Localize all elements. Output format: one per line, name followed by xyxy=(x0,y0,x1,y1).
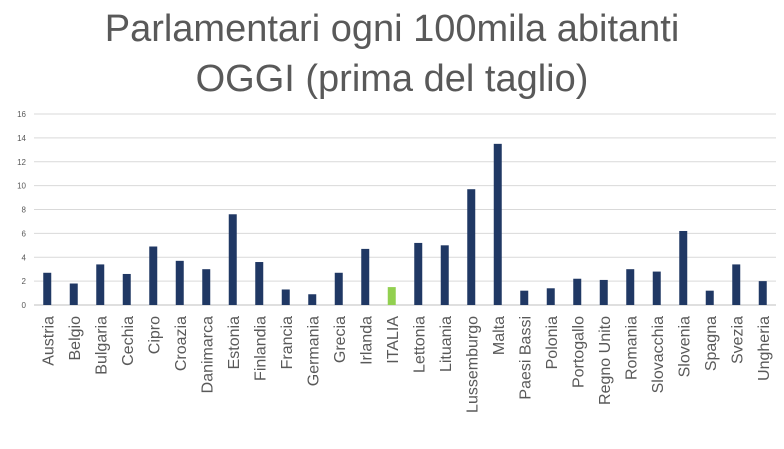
bars xyxy=(43,143,767,305)
bar xyxy=(732,264,741,305)
x-tick-label: Romania xyxy=(623,316,640,380)
x-tick-label: Bulgaria xyxy=(93,316,110,375)
bar xyxy=(281,289,290,305)
bar xyxy=(69,283,78,305)
chart-title: Parlamentari ogni 100mila abitanti OGGI … xyxy=(0,4,784,104)
y-tick-label: 14 xyxy=(17,134,26,143)
bar xyxy=(705,290,714,305)
x-tick-label: Spagna xyxy=(703,316,720,371)
bar xyxy=(202,269,211,305)
bar xyxy=(626,269,635,305)
chart-subtitle: OGGI (prima del taglio) xyxy=(195,58,589,100)
x-tick-label: Croazia xyxy=(173,316,190,371)
y-tick-label: 4 xyxy=(22,253,27,262)
x-tick-label: Lussemburgo xyxy=(464,316,481,413)
bar xyxy=(546,288,555,305)
bar xyxy=(679,230,688,305)
x-tick-label: Ungheria xyxy=(756,316,773,381)
x-tick-label: Irlanda xyxy=(358,316,375,365)
bar xyxy=(652,271,661,305)
x-tick-label: Svezia xyxy=(729,316,746,364)
x-tick-label: Finlandia xyxy=(252,316,269,381)
y-tick-label: 12 xyxy=(17,158,26,167)
bar xyxy=(228,214,237,305)
bar xyxy=(255,262,264,305)
bar xyxy=(361,248,370,305)
y-tick-label: 6 xyxy=(22,229,27,238)
x-tick-label: Germania xyxy=(305,316,322,386)
bar xyxy=(149,246,158,305)
x-tick-label: Belgio xyxy=(67,316,84,361)
bar xyxy=(308,294,317,305)
bar xyxy=(493,143,502,305)
x-tick-label: Paesi Bassi xyxy=(517,316,534,400)
y-tick-label: 2 xyxy=(22,277,27,286)
chart-title-line1: Parlamentari ogni 100mila abitanti xyxy=(104,8,680,50)
x-tick-label: Slovacchia xyxy=(650,316,667,393)
x-tick-label: ITALIA xyxy=(385,316,402,364)
x-tick-label: Austria xyxy=(40,316,57,366)
x-tick-label: Lituania xyxy=(438,316,455,372)
grid-lines xyxy=(34,113,776,306)
x-tick-label: Francia xyxy=(279,316,296,369)
bar xyxy=(520,290,529,305)
x-tick-label: Cipro xyxy=(146,316,163,354)
bar xyxy=(599,279,608,305)
x-tick-label: Estonia xyxy=(226,316,243,369)
bar xyxy=(122,273,131,305)
bar xyxy=(387,287,396,305)
bar xyxy=(43,272,52,305)
x-tick-label: Malta xyxy=(491,316,508,355)
x-tick-label: Regno Unito xyxy=(597,316,614,405)
y-tick-label: 10 xyxy=(17,182,26,191)
x-tick-label: Portogallo xyxy=(570,316,587,388)
bar xyxy=(758,281,767,305)
x-tick-label: Lettonia xyxy=(411,316,428,373)
bar xyxy=(573,278,582,305)
x-tick-label: Danimarca xyxy=(199,316,216,393)
bar xyxy=(175,260,184,305)
y-tick-label: 8 xyxy=(22,206,27,215)
bar xyxy=(414,242,423,305)
y-tick-label: 16 xyxy=(17,110,26,119)
bar xyxy=(334,272,343,305)
x-axis-tick-labels: Austria Belgio Bulgaria Cechia Cipro Croazia D… xyxy=(40,316,773,413)
bar xyxy=(96,264,105,305)
x-tick-label: Slovenia xyxy=(676,316,693,377)
x-tick-label: Polonia xyxy=(544,316,561,369)
x-tick-label: Cechia xyxy=(120,316,137,366)
bar xyxy=(467,189,476,305)
y-axis-tick-labels: 0 2 4 6 8 10 12 14 16 xyxy=(17,110,26,310)
bar xyxy=(440,245,449,305)
x-tick-label: Grecia xyxy=(332,316,349,363)
y-tick-label: 0 xyxy=(22,301,27,310)
